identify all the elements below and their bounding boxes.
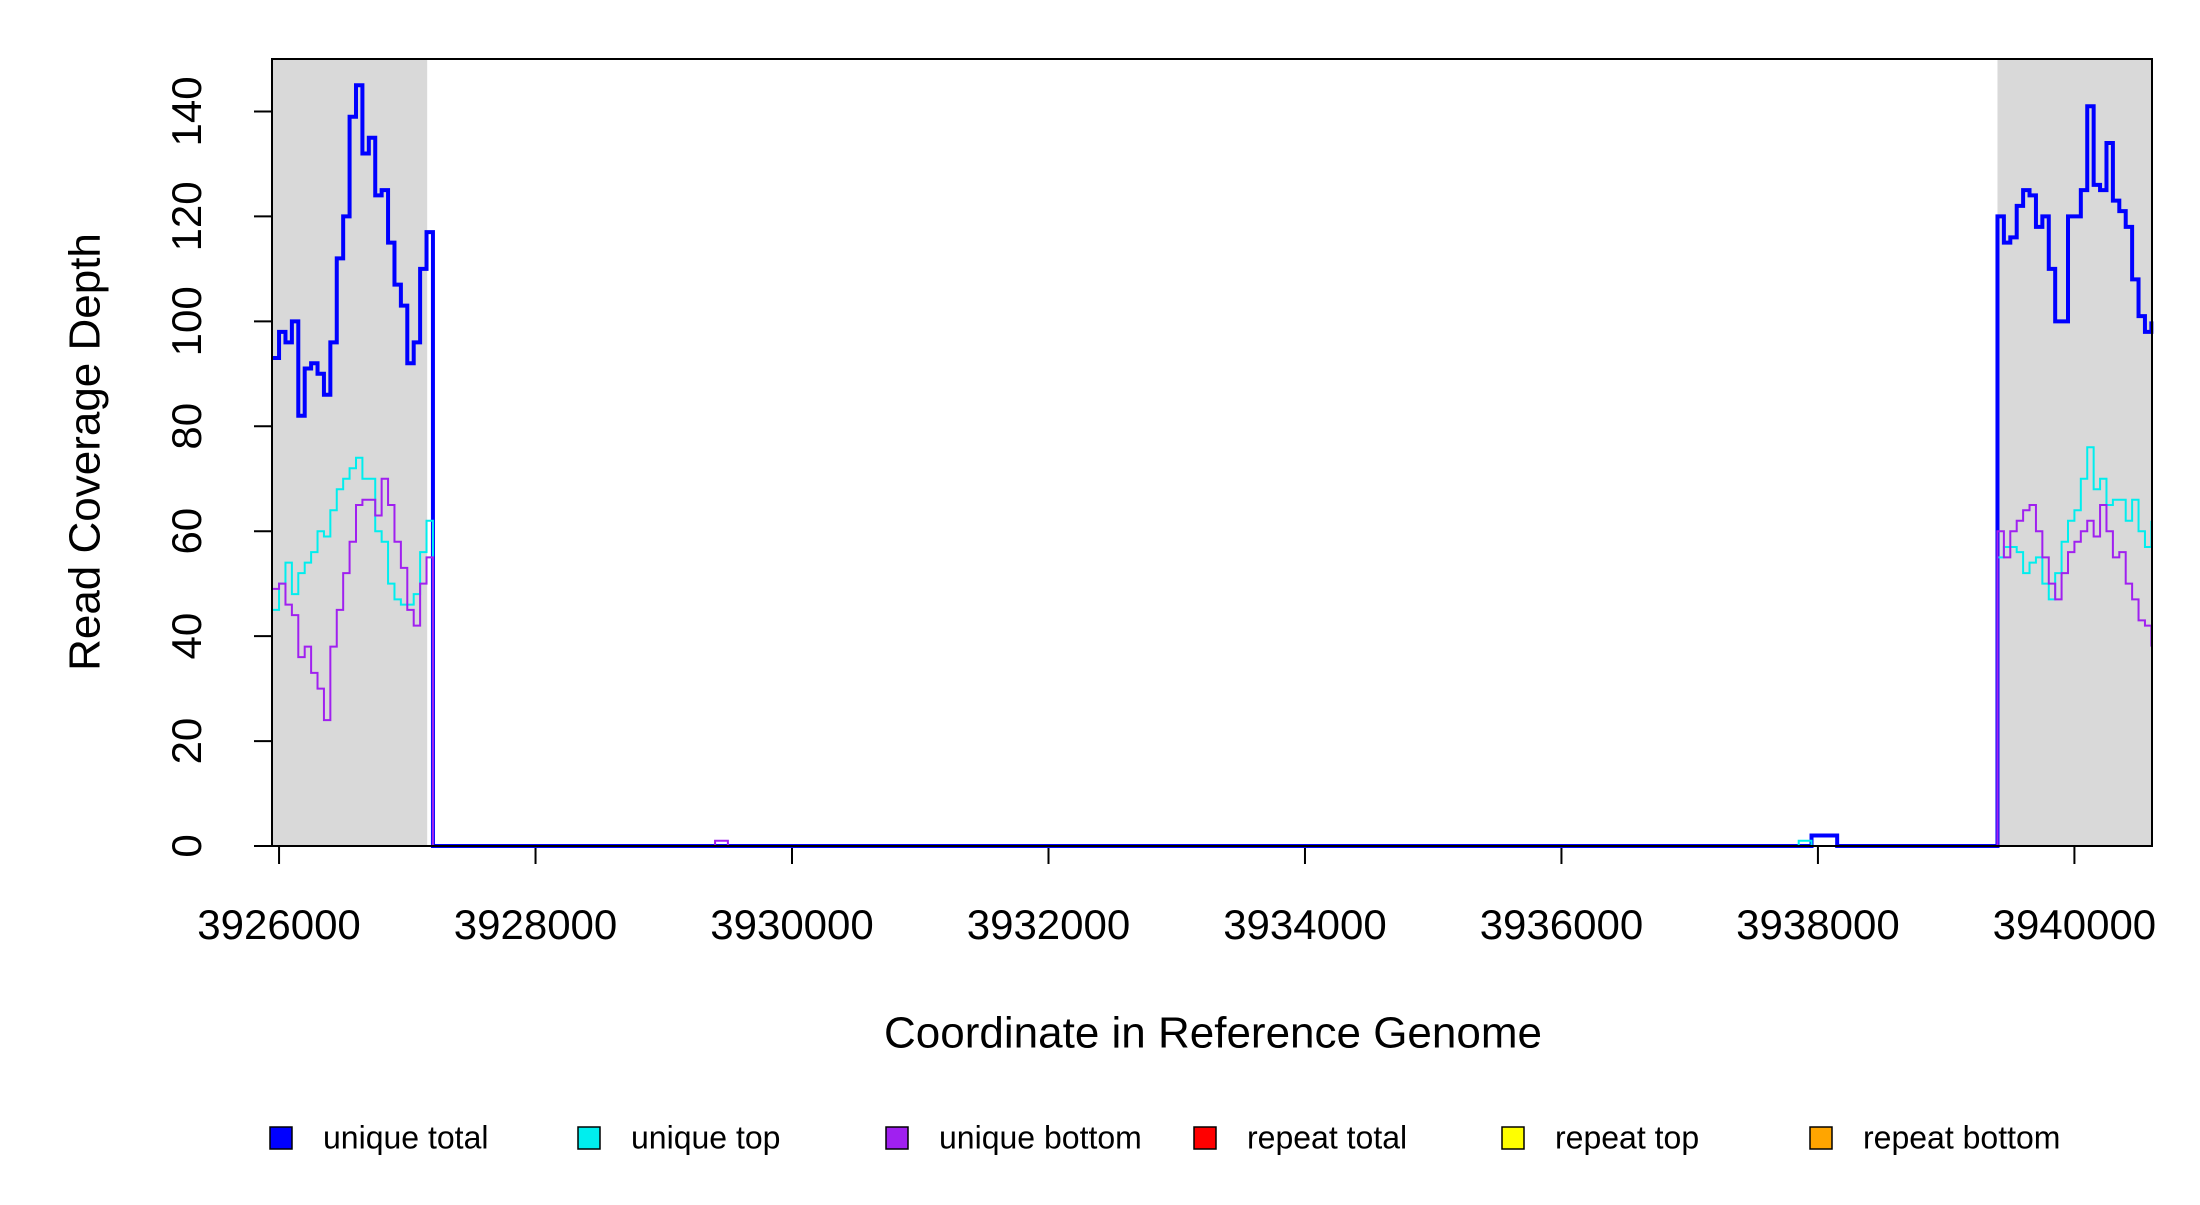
x-tick-label: 3932000 [967,901,1131,948]
legend-label: repeat bottom [1863,1119,2060,1155]
legend-swatch [1809,1126,1833,1150]
x-tick-label: 3940000 [1993,901,2157,948]
legend-label: repeat top [1555,1119,1699,1155]
legend-label: unique total [323,1119,488,1155]
legend-item: unique bottom [885,1119,1142,1155]
legend-swatch [269,1126,293,1150]
y-tick-label: 100 [163,286,210,356]
y-tick-label: 40 [163,613,210,660]
legend-item: repeat top [1501,1119,1699,1155]
legend-item: repeat total [1193,1119,1407,1155]
y-axis-label: Read Coverage Depth [61,233,110,671]
y-tick-label: 120 [163,181,210,251]
y-tick-label: 60 [163,508,210,555]
y-tick-label: 0 [163,834,210,857]
y-tick-label: 140 [163,76,210,146]
legend-swatch [1193,1126,1217,1150]
shaded-region [1997,59,2152,846]
legend-label: unique bottom [939,1119,1142,1155]
y-tick-label: 20 [163,718,210,765]
x-axis-label: Coordinate in Reference Genome [884,1009,1542,1058]
x-tick-label: 3926000 [197,901,361,948]
legend-swatch [885,1126,909,1150]
legend-item: unique top [577,1119,780,1155]
legend-swatch [577,1126,601,1150]
x-tick-label: 3936000 [1480,901,1644,948]
legend-label: unique top [631,1119,780,1155]
x-tick-label: 3934000 [1223,901,1387,948]
x-tick-label: 3938000 [1736,901,1900,948]
series-line [272,446,2153,847]
legend-item: repeat bottom [1809,1119,2060,1155]
series-line [272,477,2153,847]
legend-swatch [1501,1126,1525,1150]
legend-item: unique total [269,1119,488,1155]
x-tick-label: 3930000 [710,901,874,948]
y-tick-label: 80 [163,403,210,450]
plot-border [271,58,2153,847]
x-tick-label: 3928000 [454,901,618,948]
series-line [272,83,2154,848]
legend-label: repeat total [1247,1119,1407,1155]
